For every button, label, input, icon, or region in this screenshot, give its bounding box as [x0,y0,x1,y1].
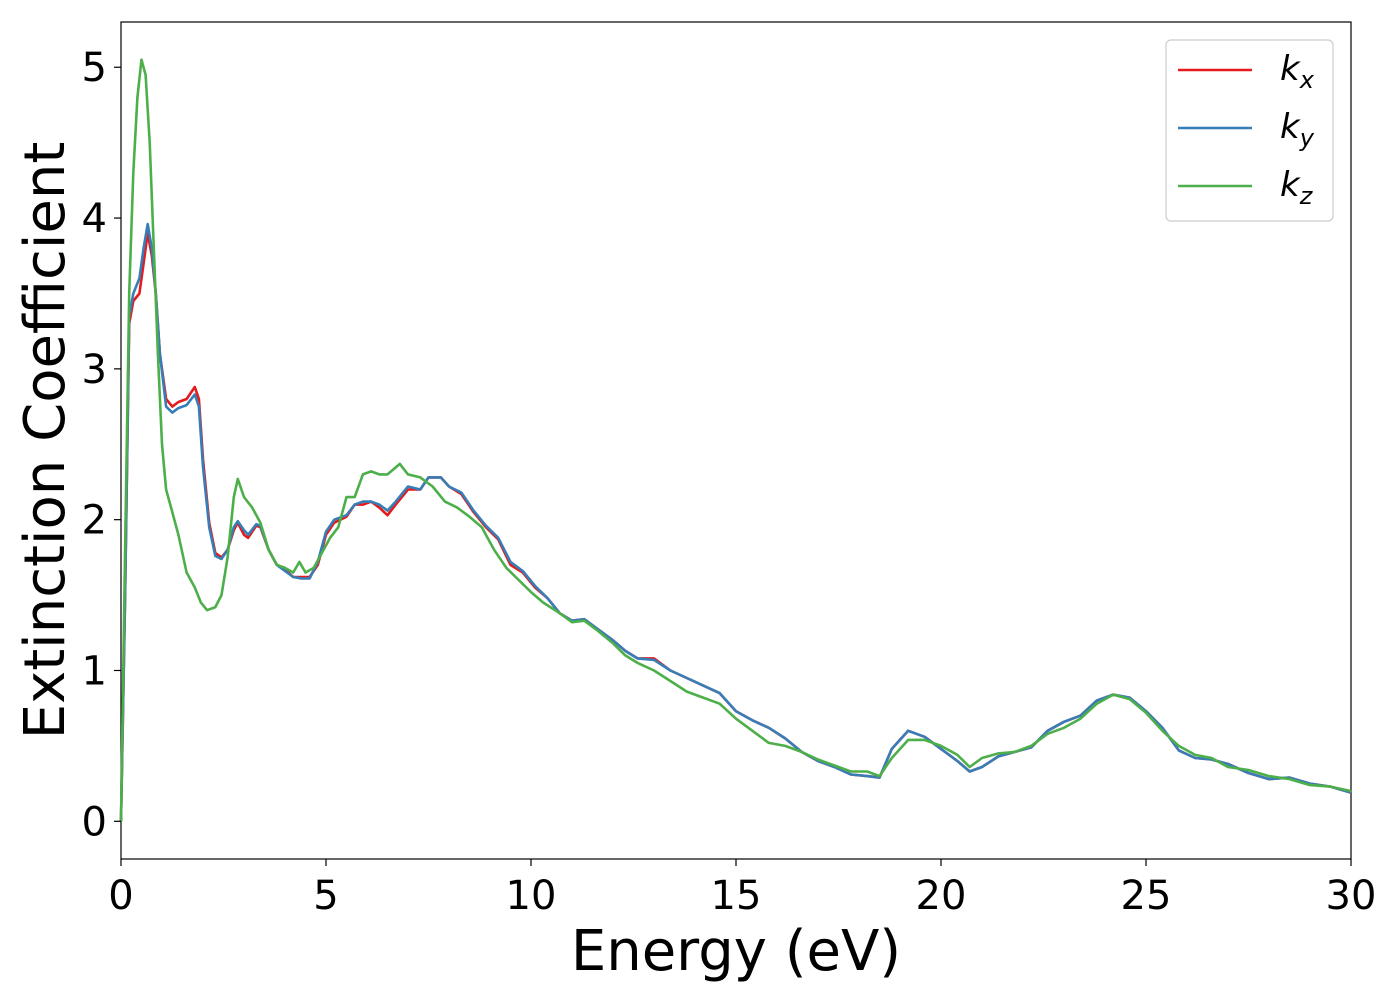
plot-area: 0 5 10 15 20 25 30 0 1 2 3 4 5 [82,21,1376,919]
legend-label-ky: ky [1280,107,1315,152]
x-tick-label: 5 [313,873,338,919]
x-tick-label: 15 [711,873,762,919]
x-tick-label: 10 [506,873,557,919]
x-axis-title: Energy (eV) [571,919,901,984]
series-line-ky [119,222,1352,822]
legend-label-main: k [1280,107,1301,147]
legend-label-subscript: x [1299,66,1315,94]
legend-label-subscript: y [1299,124,1315,152]
y-axis-title: Extinction Coefficient [13,142,78,740]
series-line-kz [119,58,1352,822]
series-layer [119,58,1352,822]
x-tick-label: 30 [1326,873,1377,919]
x-tick-label: 0 [108,873,133,919]
legend-label-subscript: z [1299,182,1314,210]
legend-label-kz: kz [1280,165,1314,210]
x-tick-label: 25 [1121,873,1172,919]
y-tick-label: 3 [82,347,107,393]
y-tick-label: 0 [82,799,107,845]
y-tick-label: 4 [82,196,107,242]
y-tick-label: 2 [82,498,107,544]
y-axis-ticks: 0 1 2 3 4 5 [82,45,121,845]
legend-label-main: k [1280,165,1301,205]
legend-label-kx: kx [1280,49,1315,94]
y-tick-label: 1 [82,648,107,694]
legend-box [1165,39,1334,222]
x-tick-label: 20 [916,873,967,919]
legend-label-main: k [1280,49,1301,89]
y-tick-label: 5 [82,45,107,91]
x-axis-ticks: 0 5 10 15 20 25 30 [108,859,1376,919]
